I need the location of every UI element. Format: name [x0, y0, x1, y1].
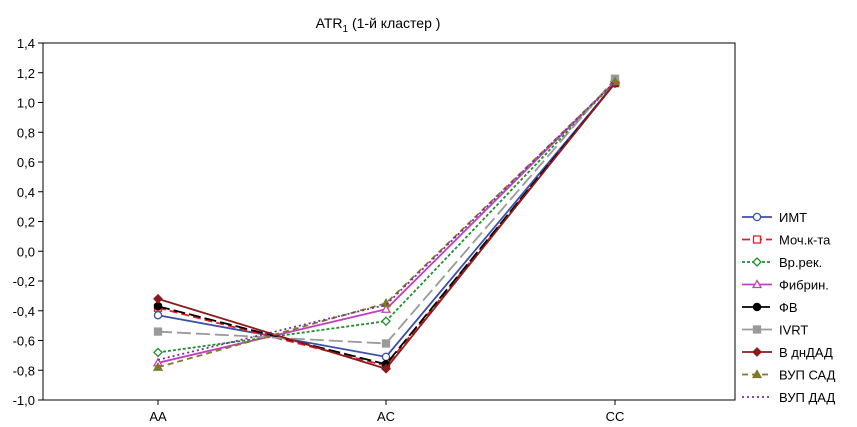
legend-marker: [752, 302, 762, 312]
legend-label: ВУП САД: [779, 368, 836, 383]
legend-item: ИМТ: [742, 210, 807, 225]
data-point: [153, 347, 163, 358]
legend-label: Моч.к-та: [779, 233, 831, 248]
legend-label: Фибрин.: [779, 278, 829, 293]
data-point: [381, 339, 391, 348]
y-tick-label: 0,0: [17, 244, 35, 259]
legend: ИМТ Моч.к-та Вр.рек. Фибрин. ФВ IVRT В днДАД ВУ…: [742, 210, 836, 405]
series-line: [157, 82, 616, 370]
y-tick-label: -1,0: [13, 393, 35, 408]
y-tick-label: 0,2: [17, 215, 35, 230]
y-tick-label: 0,8: [17, 125, 35, 140]
x-tick-label: CC: [606, 409, 625, 424]
legend-label: В днДАД: [779, 345, 833, 360]
chart-title: ATR1 (1-й кластер ): [316, 15, 441, 35]
legend-item: IVRT: [742, 323, 808, 338]
y-tick-label: -0,8: [13, 363, 35, 378]
y-tick-label: -0,2: [13, 274, 35, 289]
x-tick-label: AC: [377, 409, 395, 424]
series-2: [153, 79, 620, 370]
legend-item: В днДАД: [742, 345, 833, 360]
legend-marker: [751, 279, 763, 289]
data-point: [152, 361, 164, 371]
data-point: [153, 310, 163, 320]
series-7: [153, 78, 620, 374]
legend-item: ВУП ДАД: [742, 390, 835, 405]
legend-item: ФВ: [742, 300, 798, 315]
legend-marker: [752, 347, 762, 357]
legend-item: Вр.рек.: [742, 255, 822, 270]
legend-marker: [752, 235, 762, 244]
y-tick-label: -0,6: [13, 334, 35, 349]
data-point: [153, 293, 163, 304]
x-axis: AA AC CC: [149, 400, 624, 424]
series-3: [153, 76, 620, 358]
y-tick-label: 0,6: [17, 155, 35, 170]
legend-item: ВУП САД: [742, 368, 836, 383]
data-point: [380, 298, 392, 307]
y-axis: -1,0 -0,8 -0,6 -0,4 -0,2 0,0 0,2 0,4 0,6 0,8 1,0 1,…: [13, 36, 43, 408]
legend-marker: [751, 369, 763, 379]
series-layer: [152, 74, 621, 374]
y-tick-label: 1,2: [17, 66, 35, 81]
legend-label: IVRT: [779, 323, 808, 338]
y-tick-label: 1,4: [17, 36, 35, 51]
legend-label: ВУП ДАД: [779, 390, 835, 405]
data-point: [153, 327, 163, 336]
legend-item: Фибрин.: [742, 278, 829, 293]
series-line: [157, 82, 616, 358]
data-point: [380, 303, 392, 313]
legend-marker: [752, 325, 762, 334]
y-tick-label: 0,4: [17, 185, 35, 200]
legend-marker: [752, 257, 762, 267]
data-point: [381, 352, 391, 362]
legend-label: ФВ: [779, 300, 798, 315]
legend-marker: [752, 212, 762, 222]
data-point: [381, 363, 391, 374]
y-tick-label: 1,0: [17, 96, 35, 111]
y-tick-label: -0,4: [13, 304, 35, 319]
legend-item: Моч.к-та: [742, 233, 831, 248]
data-point: [381, 316, 391, 327]
x-tick-label: AA: [149, 409, 167, 424]
legend-label: ИМТ: [779, 210, 807, 225]
legend-label: Вр.рек.: [779, 255, 822, 270]
